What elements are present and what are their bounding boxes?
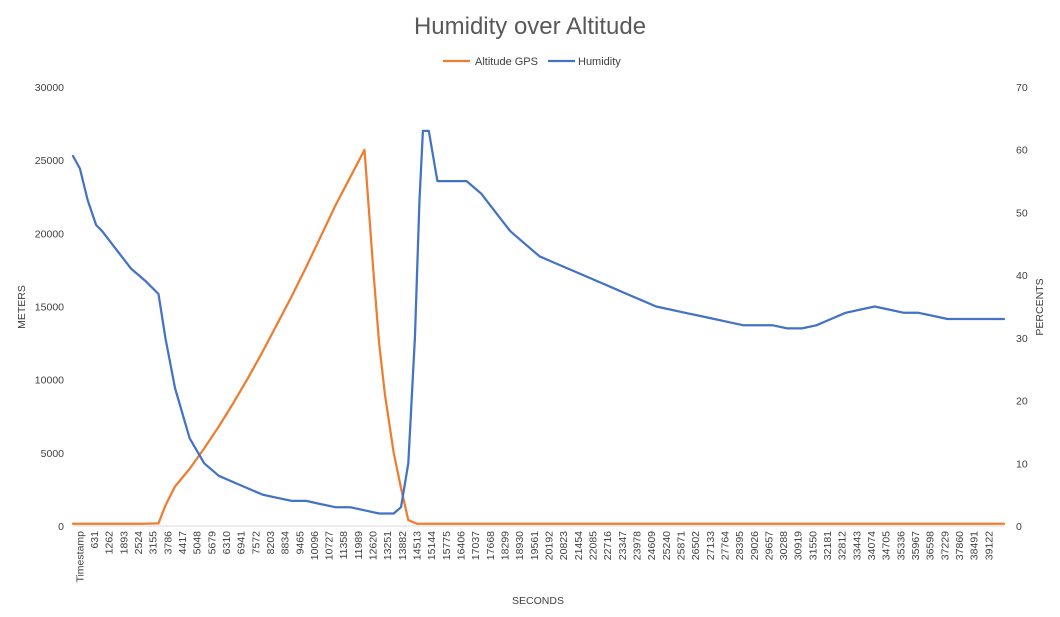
x-tick-label: 1262	[104, 531, 116, 555]
x-tick-label: 17668	[485, 531, 497, 560]
x-tick-label: 3786	[162, 531, 174, 555]
x-tick-label: 31550	[807, 531, 819, 560]
x-tick-label: 18930	[514, 531, 526, 560]
y2-tick-label: 40	[1016, 270, 1028, 282]
x-tick-label: 6310	[221, 531, 233, 555]
legend-label-altitude: Altitude GPS	[475, 56, 538, 68]
x-tick-label: 8203	[265, 531, 277, 555]
x-tick-label: 29657	[763, 531, 775, 560]
x-tick-label: 17037	[470, 531, 482, 560]
x-tick-label: 38491	[969, 531, 981, 560]
x-tick-label: 32812	[837, 531, 849, 560]
x-tick-label: 39122	[983, 531, 995, 560]
x-tick-label: 21454	[573, 531, 585, 560]
x-tick-label: 35336	[895, 531, 907, 560]
x-tick-label: 27764	[719, 531, 731, 560]
x-tick-label: 23347	[617, 531, 629, 560]
x-tick-label: 15775	[441, 531, 453, 560]
x-tick-label: 18299	[500, 531, 512, 560]
series-layer	[71, 129, 1006, 525]
y-tick-label: 10000	[35, 375, 64, 387]
x-tick-label: 36598	[925, 531, 937, 560]
series-line-0	[71, 148, 1006, 525]
x-tick-label: 11358	[338, 531, 350, 560]
x-tick-label: 13882	[397, 531, 409, 560]
x-tick-label: 34705	[881, 531, 893, 560]
y-tick-label: 5000	[41, 448, 65, 460]
x-tick-label: 13251	[382, 531, 394, 560]
x-tick-label: 10096	[309, 531, 321, 560]
x-tick-label: 1893	[118, 531, 130, 555]
x-tick-label: 25240	[661, 531, 673, 560]
y2-tick-label: 0	[1016, 521, 1022, 533]
x-tick-label: 15144	[426, 531, 438, 560]
x-tick-label: 29026	[749, 531, 761, 560]
x-tick-label: 25871	[675, 531, 687, 560]
x-tick-label: 2524	[133, 531, 145, 555]
y2-tick-label: 70	[1016, 82, 1028, 94]
x-tick-label: 19561	[529, 531, 541, 560]
legend: Altitude GPS Humidity	[443, 56, 621, 68]
y-tick-label: 30000	[35, 82, 64, 94]
x-tick-label: 14513	[412, 531, 424, 560]
x-tick-label: 30919	[793, 531, 805, 560]
x-tick-label: 9465	[294, 531, 306, 555]
x-tick-label: 33443	[851, 531, 863, 560]
x-tick-label: 20192	[544, 531, 556, 560]
y2-tick-label: 60	[1016, 145, 1028, 157]
y2-tick-label: 20	[1016, 396, 1028, 408]
x-tick-label: 27133	[705, 531, 717, 560]
y-axis-title: METERS	[16, 285, 28, 329]
x-tick-label: 24609	[646, 531, 658, 560]
y-axis-left: 0 5000 10000 15000 20000 25000 30000	[35, 82, 64, 533]
x-tick-label: 4417	[177, 531, 189, 555]
chart-title: Humidity over Altitude	[414, 13, 646, 40]
x-tick-label: 12620	[368, 531, 380, 560]
x-tick-label: 631	[89, 531, 101, 549]
x-tick-label: 16406	[456, 531, 468, 560]
x-tick-label: 7572	[250, 531, 262, 555]
y2-tick-label: 50	[1016, 207, 1028, 219]
legend-label-humidity: Humidity	[578, 56, 621, 68]
x-tick-label: 37860	[954, 531, 966, 560]
x-tick-label: 3155	[148, 531, 160, 555]
x-tick-label: 8834	[280, 531, 292, 555]
y2-tick-label: 30	[1016, 333, 1028, 345]
x-tick-label: 35967	[910, 531, 922, 560]
x-tick-label: 37229	[939, 531, 951, 560]
y-axis-right: 0 10 20 30 40 50 60 70	[1016, 82, 1028, 533]
x-tick-label: 5679	[206, 531, 218, 555]
x-tick-label: 23978	[632, 531, 644, 560]
x-tick-label: 30288	[778, 531, 790, 560]
y-tick-label: 0	[58, 521, 64, 533]
x-tick-label: 34074	[866, 531, 878, 560]
x-tick-label: 22085	[588, 531, 600, 560]
x-tick-label: 22716	[602, 531, 614, 560]
y-tick-label: 15000	[35, 302, 64, 314]
series-line-1	[71, 129, 1006, 515]
x-tick-label: 28395	[734, 531, 746, 560]
y-tick-label: 20000	[35, 228, 64, 240]
x-tick-label: 11989	[353, 531, 365, 560]
x-tick-label: 10727	[324, 531, 336, 560]
x-tick-label: 5048	[192, 531, 204, 555]
x-tick-label: 32181	[822, 531, 834, 560]
x-axis-title: SECONDS	[512, 595, 564, 607]
x-tick-label: 6941	[236, 531, 248, 555]
x-tick-label: Timestamp	[74, 531, 86, 583]
y2-tick-label: 10	[1016, 458, 1028, 470]
y2-axis-title: PERCENTS	[1034, 278, 1046, 335]
x-axis: Timestamp 631 1262 1893 2524 3155 3786 4417 5048…	[74, 531, 995, 583]
x-tick-label: 20823	[558, 531, 570, 560]
x-tick-label: 26502	[690, 531, 702, 560]
y-tick-label: 25000	[35, 155, 64, 167]
